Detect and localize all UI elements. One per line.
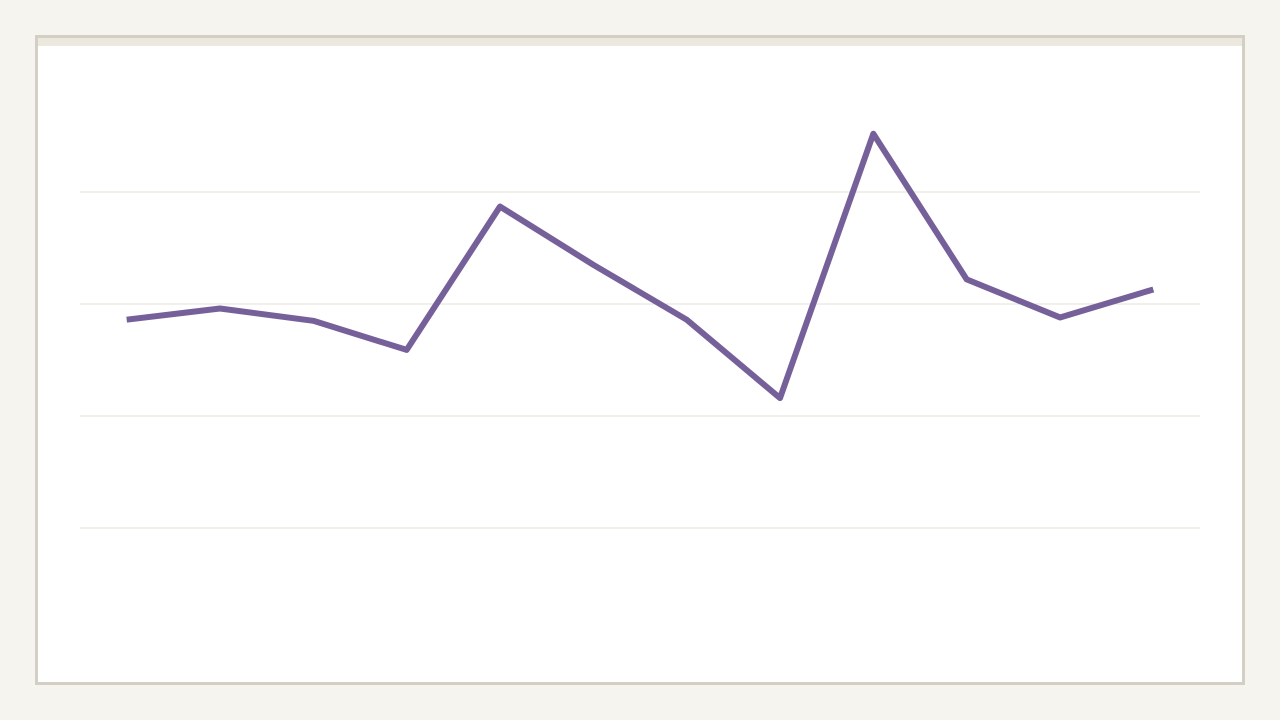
series-line [126,130,1155,402]
chart-frame [35,35,1245,685]
chart-header-strip [38,38,1242,46]
